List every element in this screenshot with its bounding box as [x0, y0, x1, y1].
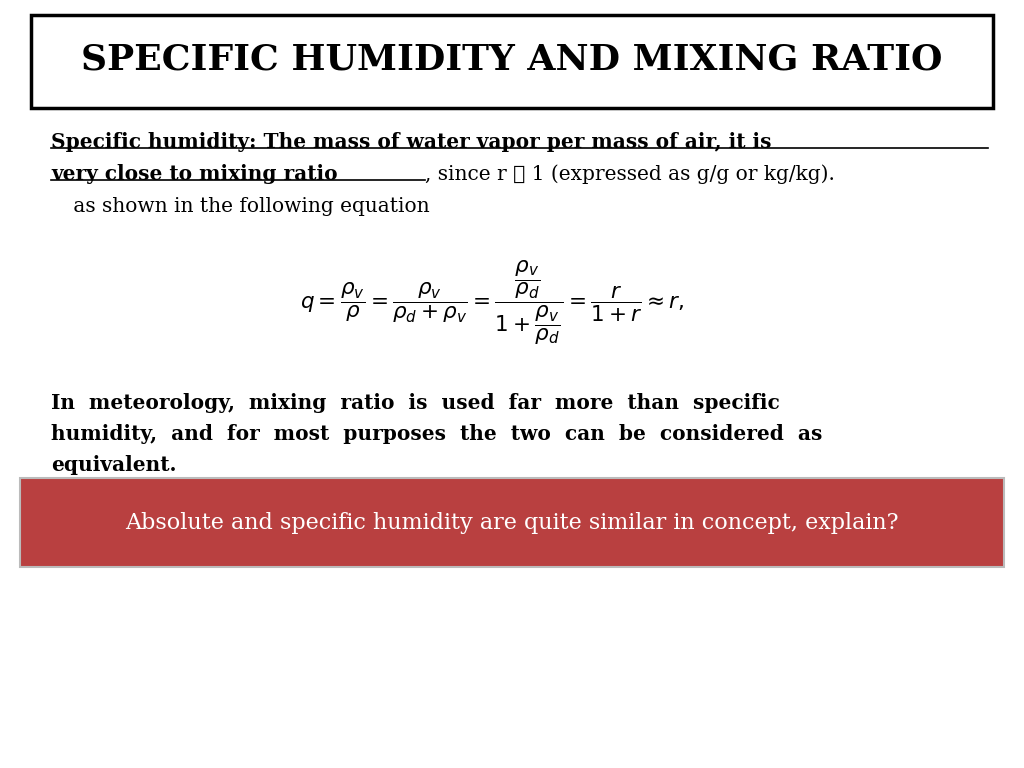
Text: $q = \dfrac{\rho_v}{\rho} = \dfrac{\rho_v}{\rho_d + \rho_v} = \dfrac{\dfrac{\rho: $q = \dfrac{\rho_v}{\rho} = \dfrac{\rho_…	[300, 260, 683, 347]
Text: In  meteorology,  mixing  ratio  is  used  far  more  than  specific: In meteorology, mixing ratio is used far…	[51, 393, 780, 413]
Text: humidity,  and  for  most  purposes  the  two  can  be  considered  as: humidity, and for most purposes the two …	[51, 424, 822, 444]
Text: very close to mixing ratio: very close to mixing ratio	[51, 164, 338, 184]
Text: equivalent.: equivalent.	[51, 455, 177, 475]
Text: Absolute and specific humidity are quite similar in concept, explain?: Absolute and specific humidity are quite…	[125, 512, 899, 534]
Text: Specific humidity: The mass of water vapor per mass of air, it is: Specific humidity: The mass of water vap…	[51, 132, 772, 152]
Text: , since r ≪ 1 (expressed as g/g or kg/kg).: , since r ≪ 1 (expressed as g/g or kg/kg…	[425, 164, 835, 184]
FancyBboxPatch shape	[31, 15, 993, 108]
Text: SPECIFIC HUMIDITY AND MIXING RATIO: SPECIFIC HUMIDITY AND MIXING RATIO	[81, 42, 943, 76]
FancyBboxPatch shape	[20, 478, 1004, 567]
Text: as shown in the following equation: as shown in the following equation	[67, 197, 429, 216]
